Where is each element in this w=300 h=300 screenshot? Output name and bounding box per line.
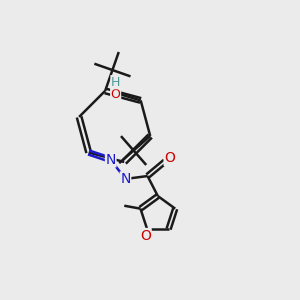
- Text: O: O: [164, 152, 175, 165]
- Text: O: O: [111, 88, 121, 101]
- Text: O: O: [140, 229, 151, 243]
- Text: H: H: [111, 76, 120, 88]
- Text: N: N: [120, 172, 130, 186]
- Text: N: N: [106, 153, 116, 167]
